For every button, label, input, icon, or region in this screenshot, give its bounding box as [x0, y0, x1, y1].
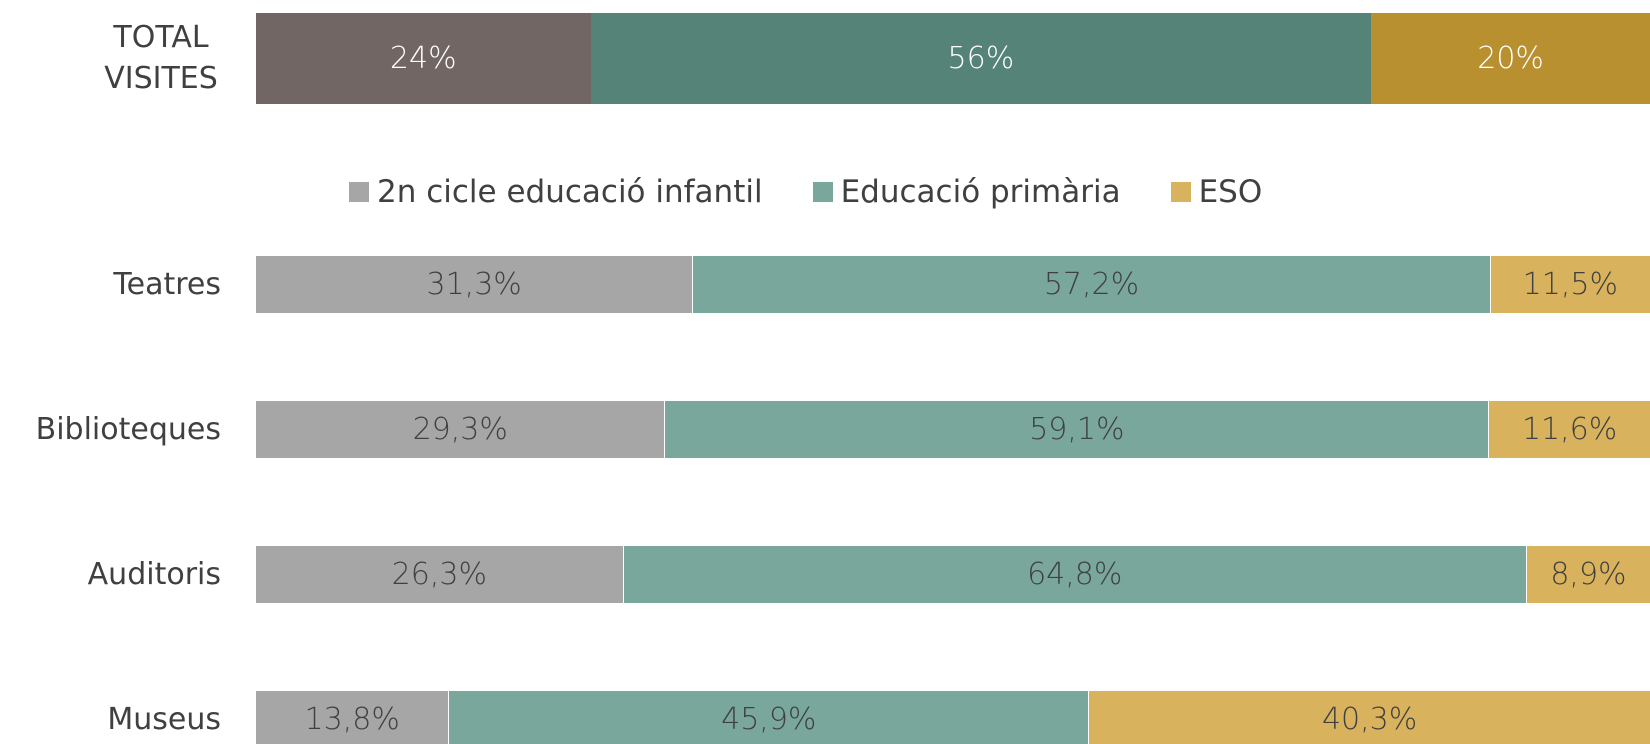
legend-label: ESO: [1198, 174, 1263, 210]
data-label: 24%: [389, 41, 457, 76]
legend-item: 2n cicle educació infantil: [349, 174, 763, 210]
data-label: 59,1%: [1029, 412, 1125, 447]
bar-segment: 11,6%: [1488, 401, 1650, 458]
legend-swatch: [349, 182, 369, 202]
bar-segment: 8,9%: [1525, 546, 1650, 603]
data-label: 57,2%: [1043, 267, 1140, 302]
legend-item: Educació primària: [812, 174, 1121, 210]
category-label: Museus: [107, 702, 221, 737]
bar-segment: 13,8%: [256, 691, 449, 744]
data-label: 11,5%: [1522, 267, 1618, 302]
data-label: 11,6%: [1521, 412, 1618, 447]
data-label: 56%: [947, 41, 1015, 76]
category-label: Auditoris: [87, 557, 221, 592]
legend-label: 2n cicle educació infantil: [377, 174, 763, 210]
bar-segment: 64,8%: [622, 546, 1526, 603]
category-label: TOTAL VISITES: [104, 20, 218, 96]
bar-segment: 57,2%: [692, 256, 1490, 313]
legend-swatch: [812, 182, 833, 202]
bar-segment: 40,3%: [1088, 691, 1650, 744]
legend-item: ESO: [1170, 174, 1263, 210]
category-label: Teatres: [113, 267, 221, 302]
bar-segment: 24%: [256, 13, 591, 104]
data-label: 29,3%: [412, 412, 508, 447]
data-label: 45,9%: [721, 702, 817, 737]
legend-label: Educació primària: [840, 174, 1121, 210]
bar-segment: 45,9%: [448, 691, 1089, 744]
data-label: 64,8%: [1027, 557, 1123, 592]
data-label: 31,3%: [426, 267, 522, 302]
category-label: Biblioteques: [35, 412, 221, 447]
bar-segment: 11,5%: [1489, 256, 1650, 313]
data-label: 20%: [1477, 41, 1544, 76]
bar-segment: 31,3%: [256, 256, 693, 313]
bar-segment: 59,1%: [664, 401, 1489, 458]
data-label: 13,8%: [304, 702, 400, 737]
bar-segment: 26,3%: [256, 546, 623, 603]
legend: 2n cicle educació infantil Educació primà…: [349, 170, 1262, 214]
data-label: 8,9%: [1550, 557, 1627, 592]
legend-swatch: [1170, 182, 1191, 202]
bar-segment: 29,3%: [256, 401, 665, 458]
data-label: 40,3%: [1321, 702, 1418, 737]
data-label: 26,3%: [391, 557, 487, 592]
bar-segment: 56%: [590, 13, 1372, 104]
bar-segment: 20%: [1371, 13, 1650, 104]
